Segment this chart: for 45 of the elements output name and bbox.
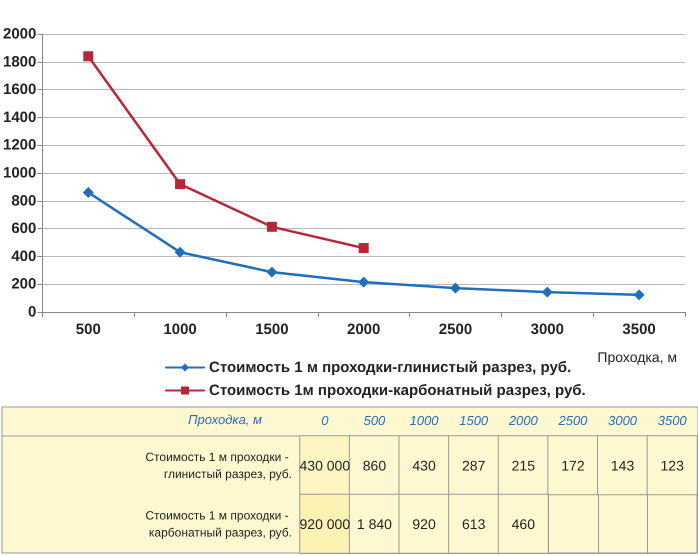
y-tick-label: 1600 [2,81,36,98]
x-tick-label: 500 [364,413,386,428]
y-tick-label: 400 [11,248,36,265]
data-label: 123 [660,457,684,474]
legend-label: Стоимость 1м проходки-карбонатный разрез, руб. [209,382,586,399]
x-tick-label: 1000 [163,321,197,338]
data-label: 430 [412,457,436,474]
y-tick-label: 800 [11,192,36,210]
x-axis-title: Проходка, м [597,349,677,365]
legend-label: Стоимость 1 м проходки-глинистый разрез, руб. [209,359,572,376]
data-label: 1 840 [356,516,392,532]
y-tick-label: 0 [28,304,36,320]
data-label: 287 [462,457,486,474]
x-tick-label: 1500 [255,321,289,338]
x-tick-label: 1000 [410,413,440,428]
x-tick-label: 2000 [508,413,539,428]
y-tick-label: 1400 [2,108,36,126]
data-label: 613 [462,516,486,532]
x-tick-label: 1500 [459,413,489,428]
y-tick-label: 600 [11,220,36,238]
y-axis-title: Проходка, м [188,412,262,427]
data-label: 215 [512,457,536,474]
x-tick-label: 2000 [346,321,380,338]
x-tick-label: 500 [76,321,101,338]
x-tick-label: 3500 [622,321,656,338]
data-label: 143 [610,457,634,474]
data-label: 430 000 [300,457,350,474]
y-tick-label: 200 [11,276,36,293]
y-tick-label: 1200 [2,136,36,154]
data-label: 920 [412,516,436,532]
x-tick-label: 2500 [438,321,472,338]
y-tick-label: 1000 [2,164,36,182]
data-label: 920 000 [300,516,350,532]
y-tick-label: 1800 [2,53,36,70]
x-tick-label: 3500 [658,413,688,428]
x-tick-label: 0 [321,413,330,428]
data-label: 460 [512,516,536,532]
x-tick-label: 3000 [530,321,564,338]
y-tick-label: Стоимость 1 м проходки - глинистый разрез, руб. [145,450,292,481]
y-tick-label: Стоимость 1 м проходки - карбонатный разрез, руб. [145,508,292,540]
data-label: 860 [362,457,386,474]
x-tick-label: 2500 [557,413,588,428]
data-label: 172 [561,457,585,474]
x-tick-label: 3000 [608,413,638,428]
y-tick-label: 2000 [2,26,36,42]
